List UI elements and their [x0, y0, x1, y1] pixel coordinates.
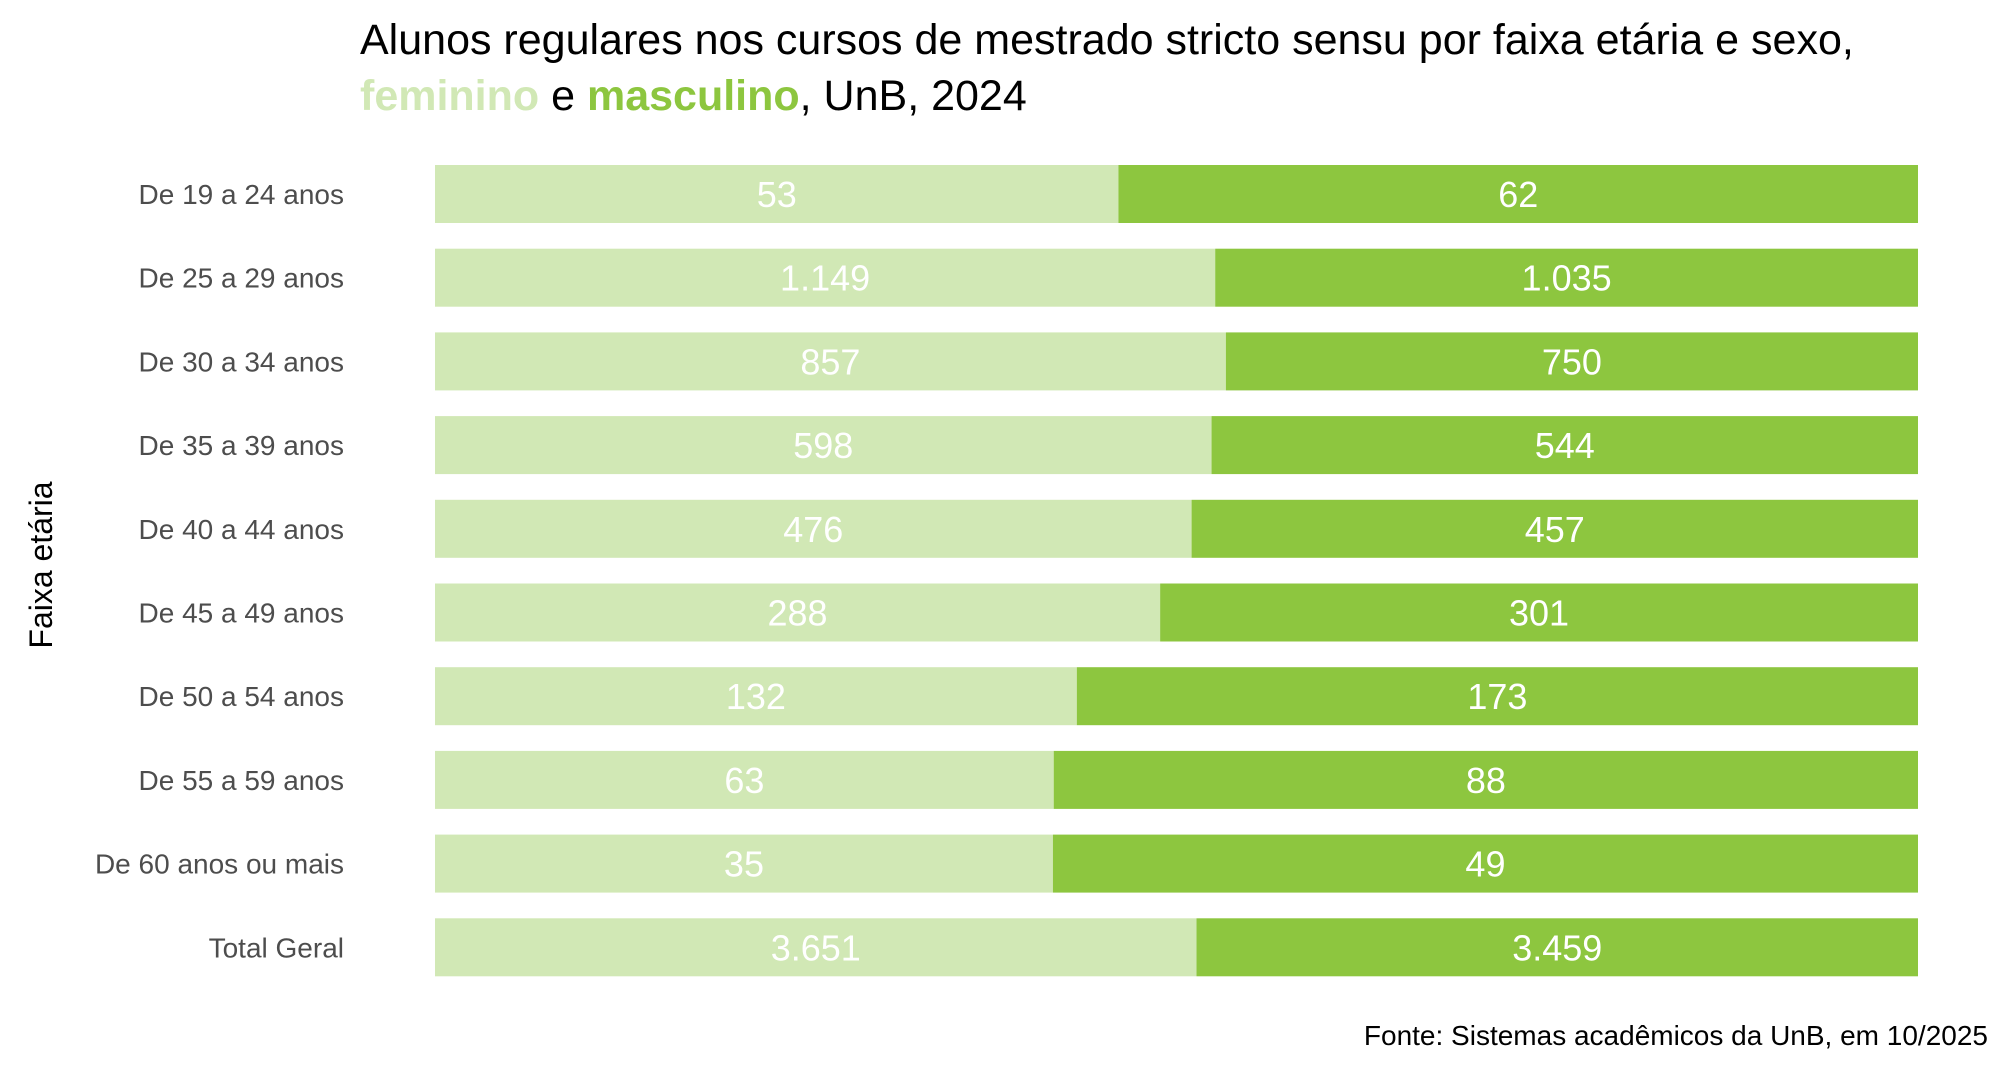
y-axis-label: Faixa etária	[23, 481, 59, 648]
data-label-masculino: 457	[1525, 509, 1585, 550]
chart-title-line2: feminino e masculino, UnB, 2024	[360, 72, 1027, 120]
bar-masculino	[1052, 834, 1918, 893]
y-tick-label: De 30 a 34 anos	[139, 346, 345, 377]
data-label-masculino: 173	[1467, 676, 1527, 717]
y-tick-label: De 19 a 24 anos	[139, 179, 345, 210]
bar-feminino	[435, 834, 1053, 893]
bar-masculino	[1225, 332, 1918, 391]
data-label-masculino: 544	[1535, 425, 1595, 466]
y-tick-label: De 55 a 59 anos	[139, 765, 345, 796]
data-label-feminino: 288	[768, 593, 828, 634]
data-label-feminino: 476	[783, 509, 843, 550]
bar-feminino	[435, 332, 1226, 391]
title-masculino: masculino	[587, 72, 800, 120]
data-label-masculino: 301	[1509, 593, 1569, 634]
data-label-masculino: 62	[1498, 174, 1538, 215]
bar-feminino	[435, 416, 1212, 475]
bar-feminino	[435, 165, 1119, 223]
bar-feminino	[435, 248, 1216, 307]
bar-masculino	[1211, 416, 1918, 475]
bar-feminino	[435, 667, 1077, 726]
bars-layer: De 19 a 24 anos 53 62 De 25 a 29 anos 1.149 1…	[95, 165, 1918, 977]
y-tick-label: De 45 a 49 anos	[139, 598, 345, 629]
bar-feminino	[435, 918, 1197, 977]
bar-masculino	[1118, 165, 1918, 223]
y-tick-label: De 25 a 29 anos	[139, 263, 345, 294]
data-label-feminino: 857	[800, 341, 860, 382]
title-conjunction: e	[539, 72, 587, 120]
data-label-masculino: 1.035	[1522, 258, 1612, 299]
data-label-feminino: 63	[724, 760, 764, 801]
data-label-feminino: 3.651	[771, 927, 861, 968]
bar-masculino	[1215, 248, 1918, 307]
data-label-feminino: 598	[793, 425, 853, 466]
data-label-feminino: 1.149	[780, 258, 870, 299]
data-label-feminino: 35	[724, 844, 764, 885]
data-label-masculino: 88	[1466, 760, 1506, 801]
data-label-masculino: 49	[1465, 844, 1505, 885]
source-note: Fonte: Sistemas acadêmicos da UnB, em 10…	[1364, 1020, 1988, 1051]
data-label-feminino: 53	[757, 174, 797, 215]
title-rest: , UnB, 2024	[800, 72, 1027, 120]
y-tick-label: De 60 anos ou mais	[95, 849, 344, 880]
y-tick-label: De 35 a 39 anos	[139, 430, 345, 461]
data-label-masculino: 750	[1542, 341, 1602, 382]
data-label-feminino: 132	[726, 676, 786, 717]
bar-feminino	[435, 499, 1192, 558]
y-tick-label: Total Geral	[209, 932, 344, 963]
bar-masculino	[1196, 918, 1918, 977]
y-tick-label: De 50 a 54 anos	[139, 681, 345, 712]
bar-masculino	[1191, 499, 1918, 558]
chart-title-line1: Alunos regulares nos cursos de mestrado …	[360, 16, 1854, 64]
bar-masculino	[1160, 583, 1918, 642]
bar-masculino	[1053, 750, 1918, 809]
data-label-masculino: 3.459	[1512, 927, 1602, 968]
bar-masculino	[1076, 667, 1918, 726]
title-feminino: feminino	[360, 72, 539, 120]
bar-feminino	[435, 583, 1161, 642]
y-tick-label: De 40 a 44 anos	[139, 514, 345, 545]
bar-feminino	[435, 750, 1054, 809]
